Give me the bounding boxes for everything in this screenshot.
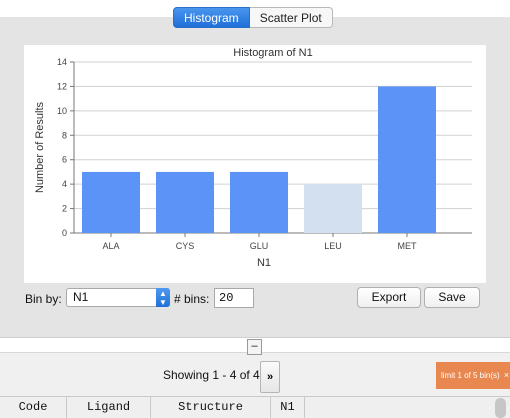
x-tick-label: ALA — [102, 241, 119, 251]
bar-ala — [82, 171, 140, 233]
showing-count: Showing 1 - 4 of 4 — [163, 368, 260, 382]
column-header-code[interactable]: Code — [0, 397, 67, 418]
column-header-structure[interactable]: Structure — [151, 397, 271, 418]
tab-histogram[interactable]: Histogram — [173, 7, 250, 28]
chart-controls: Bin by: N1 ▲ ▼ # bins: 20 Export Save — [0, 287, 510, 313]
bin-by-select[interactable]: N1 ▲ ▼ — [66, 288, 170, 307]
x-tick-label: GLU — [250, 241, 269, 251]
x-tick-label: LEU — [324, 241, 342, 251]
close-icon[interactable]: × — [503, 370, 510, 380]
bar-cys — [156, 171, 214, 233]
histogram-chart: Histogram of N1 0 2 4 6 8 10 12 14 ALA CYS GLU LEU ME… — [24, 45, 486, 283]
bins-label: # bins: — [174, 292, 210, 306]
y-tick-label: 8 — [62, 130, 67, 140]
bins-input[interactable]: 20 — [214, 288, 254, 308]
x-tick-label: MET — [398, 241, 418, 251]
y-tick-label: 12 — [57, 81, 67, 91]
next-page-button[interactable]: » — [260, 361, 280, 393]
y-tick-label: 10 — [57, 106, 67, 116]
select-arrows-icon[interactable]: ▲ ▼ — [156, 288, 170, 307]
y-tick-label: 6 — [62, 155, 67, 165]
y-tick-label: 0 — [62, 228, 67, 238]
bar-glu — [230, 171, 288, 233]
y-tick-label: 2 — [62, 204, 67, 214]
bin-limit-badge[interactable]: limit 1 of 5 bin(s) × — [436, 362, 510, 389]
histogram-svg: Histogram of N1 0 2 4 6 8 10 12 14 ALA CYS GLU LEU ME… — [34, 47, 472, 269]
chart-title: Histogram of N1 — [233, 47, 312, 59]
bin-limit-text: limit 1 of 5 bin(s) — [441, 371, 500, 380]
export-button[interactable]: Export — [357, 287, 421, 308]
bar-met — [378, 86, 436, 233]
y-axis-label: Number of Results — [34, 101, 46, 193]
bar-leu — [304, 184, 362, 233]
chart-panel: Histogram of N1 0 2 4 6 8 10 12 14 ALA CYS GLU LEU ME… — [0, 17, 510, 338]
collapse-handle[interactable]: – — [247, 339, 262, 355]
x-axis-label: N1 — [257, 257, 271, 269]
y-tick-label: 4 — [62, 179, 67, 189]
bin-by-label: Bin by: — [25, 292, 62, 306]
x-tick-label: CYS — [176, 241, 195, 251]
view-tabs: Histogram Scatter Plot — [173, 7, 333, 28]
column-header-n1[interactable]: N1 — [271, 397, 305, 418]
bin-by-value: N1 — [73, 290, 89, 304]
pager-bar: Showing 1 - 4 of 4 » limit 1 of 5 bin(s)… — [0, 352, 510, 396]
results-table-header: Code Ligand Structure N1 — [0, 396, 510, 418]
tab-scatter-plot[interactable]: Scatter Plot — [249, 7, 333, 28]
save-button[interactable]: Save — [424, 287, 480, 308]
column-header-ligand[interactable]: Ligand — [67, 397, 151, 418]
table-scrollbar[interactable] — [495, 398, 506, 418]
y-tick-label: 14 — [57, 57, 67, 67]
